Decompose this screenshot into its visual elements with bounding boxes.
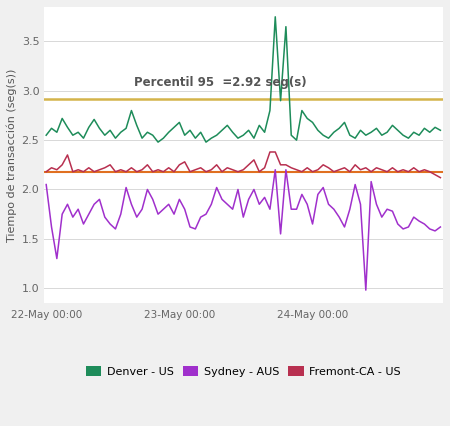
Legend: Denver - US, Sydney - AUS, Fremont-CA - US: Denver - US, Sydney - AUS, Fremont-CA - … xyxy=(82,363,404,380)
Text: Percentil 95  =2.92 seg(s): Percentil 95 =2.92 seg(s) xyxy=(134,76,307,89)
Y-axis label: Tiempo de transacción (seg(s)): Tiempo de transacción (seg(s)) xyxy=(7,68,18,242)
